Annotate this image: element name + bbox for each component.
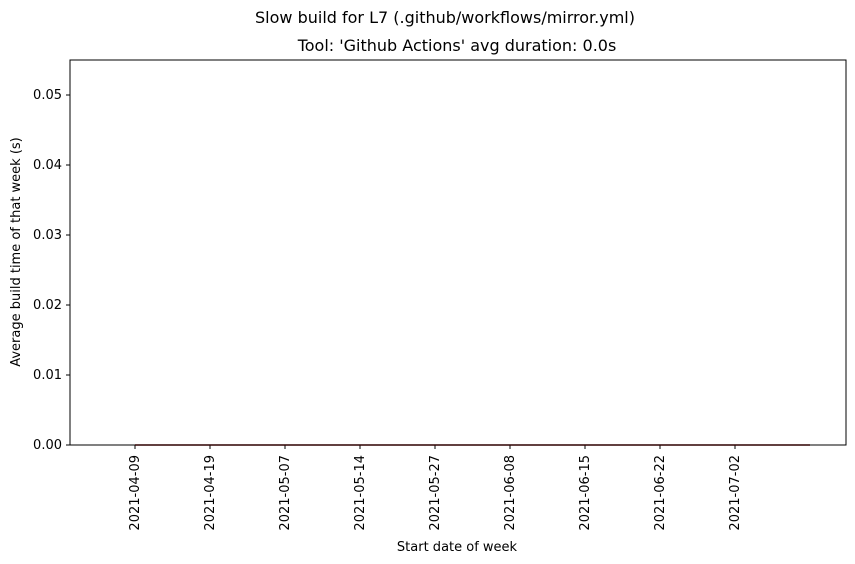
x-tick-label: 2021-06-15 — [578, 455, 593, 531]
x-tick-label: 2021-04-19 — [203, 455, 218, 531]
y-tick-label: 0.05 — [33, 88, 62, 103]
x-tick-label: 2021-04-09 — [128, 455, 143, 531]
chart-suptitle: Slow build for L7 (.github/workflows/mir… — [255, 8, 635, 27]
x-axis-ticks: 2021-04-09 2021-04-19 2021-05-07 2021-05-14… — [128, 445, 743, 531]
x-axis-label: Start date of week — [397, 540, 518, 555]
plot-frame — [69, 59, 847, 446]
y-tick-label: 0.01 — [33, 368, 62, 383]
plot-area — [70, 60, 846, 445]
x-tick-label: 2021-05-07 — [278, 455, 293, 531]
y-tick-label: 0.04 — [33, 158, 62, 173]
y-tick-label: 0.00 — [33, 438, 62, 453]
x-tick-label: 2021-06-22 — [653, 455, 668, 531]
x-tick-label: 2021-06-08 — [503, 455, 518, 531]
x-tick-label: 2021-05-14 — [353, 455, 368, 531]
y-tick-label: 0.03 — [33, 228, 62, 243]
y-axis-ticks: 0.00 0.01 0.02 0.03 0.04 0.05 — [33, 88, 70, 453]
y-axis-label: Average build time of that week (s) — [9, 137, 24, 367]
x-tick-label: 2021-05-27 — [428, 455, 443, 531]
y-tick-label: 0.02 — [33, 298, 62, 313]
x-tick-label: 2021-07-02 — [728, 455, 743, 531]
chart-title: Tool: 'Github Actions' avg duration: 0.0… — [297, 36, 617, 55]
